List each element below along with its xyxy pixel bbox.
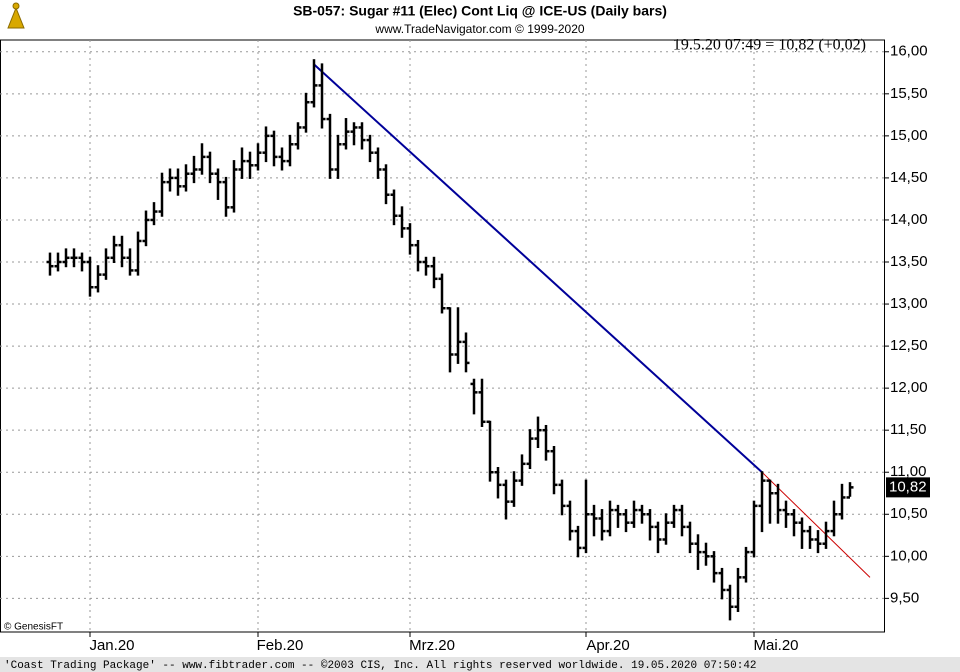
y-tick-label: 10,00	[890, 547, 928, 564]
footer-bar	[0, 657, 960, 672]
last-price-box	[886, 477, 930, 498]
y-tick-label: 12,50	[890, 337, 928, 354]
y-tick-label: 15,50	[890, 85, 928, 102]
y-tick-label: 13,50	[890, 253, 928, 270]
logo	[7, 2, 25, 29]
x-tick-label: Feb.20	[257, 637, 304, 654]
y-tick-label: 15,00	[890, 127, 928, 144]
y-tick-label: 10,50	[890, 505, 928, 522]
trend-line	[761, 471, 871, 578]
footer: 'Coast Trading Package' -- www.fibtrader…	[4, 660, 757, 672]
last-price-label: 10,82	[889, 478, 927, 495]
y-tick-label: 11,50	[890, 421, 926, 438]
y-tick-label: 11,00	[890, 463, 926, 480]
watermark: © GenesisFT	[4, 622, 63, 633]
quote-info: 19.5.20 07:49 = 10,82 (+0,02)	[673, 37, 866, 54]
y-tick-label: 9,50	[890, 589, 919, 606]
x-tick-label: Mrz.20	[409, 637, 455, 654]
x-tick-label: Apr.20	[586, 637, 629, 654]
y-tick-label: 13,00	[890, 295, 928, 312]
chart-title: SB-057: Sugar #11 (Elec) Cont Liq @ ICE-…	[293, 3, 667, 19]
x-tick-label: Jan.20	[89, 637, 134, 654]
y-tick-label: 12,00	[890, 379, 928, 396]
y-tick-label: 16,00	[890, 43, 928, 60]
subtitle: www.TradeNavigator.com © 1999-2020	[374, 22, 584, 36]
y-tick-label: 14,00	[890, 211, 928, 228]
trend-line	[313, 63, 763, 473]
y-tick-label: 14,50	[890, 169, 928, 186]
plot-frame	[0, 39, 885, 633]
x-tick-label: Mai.20	[753, 637, 798, 654]
